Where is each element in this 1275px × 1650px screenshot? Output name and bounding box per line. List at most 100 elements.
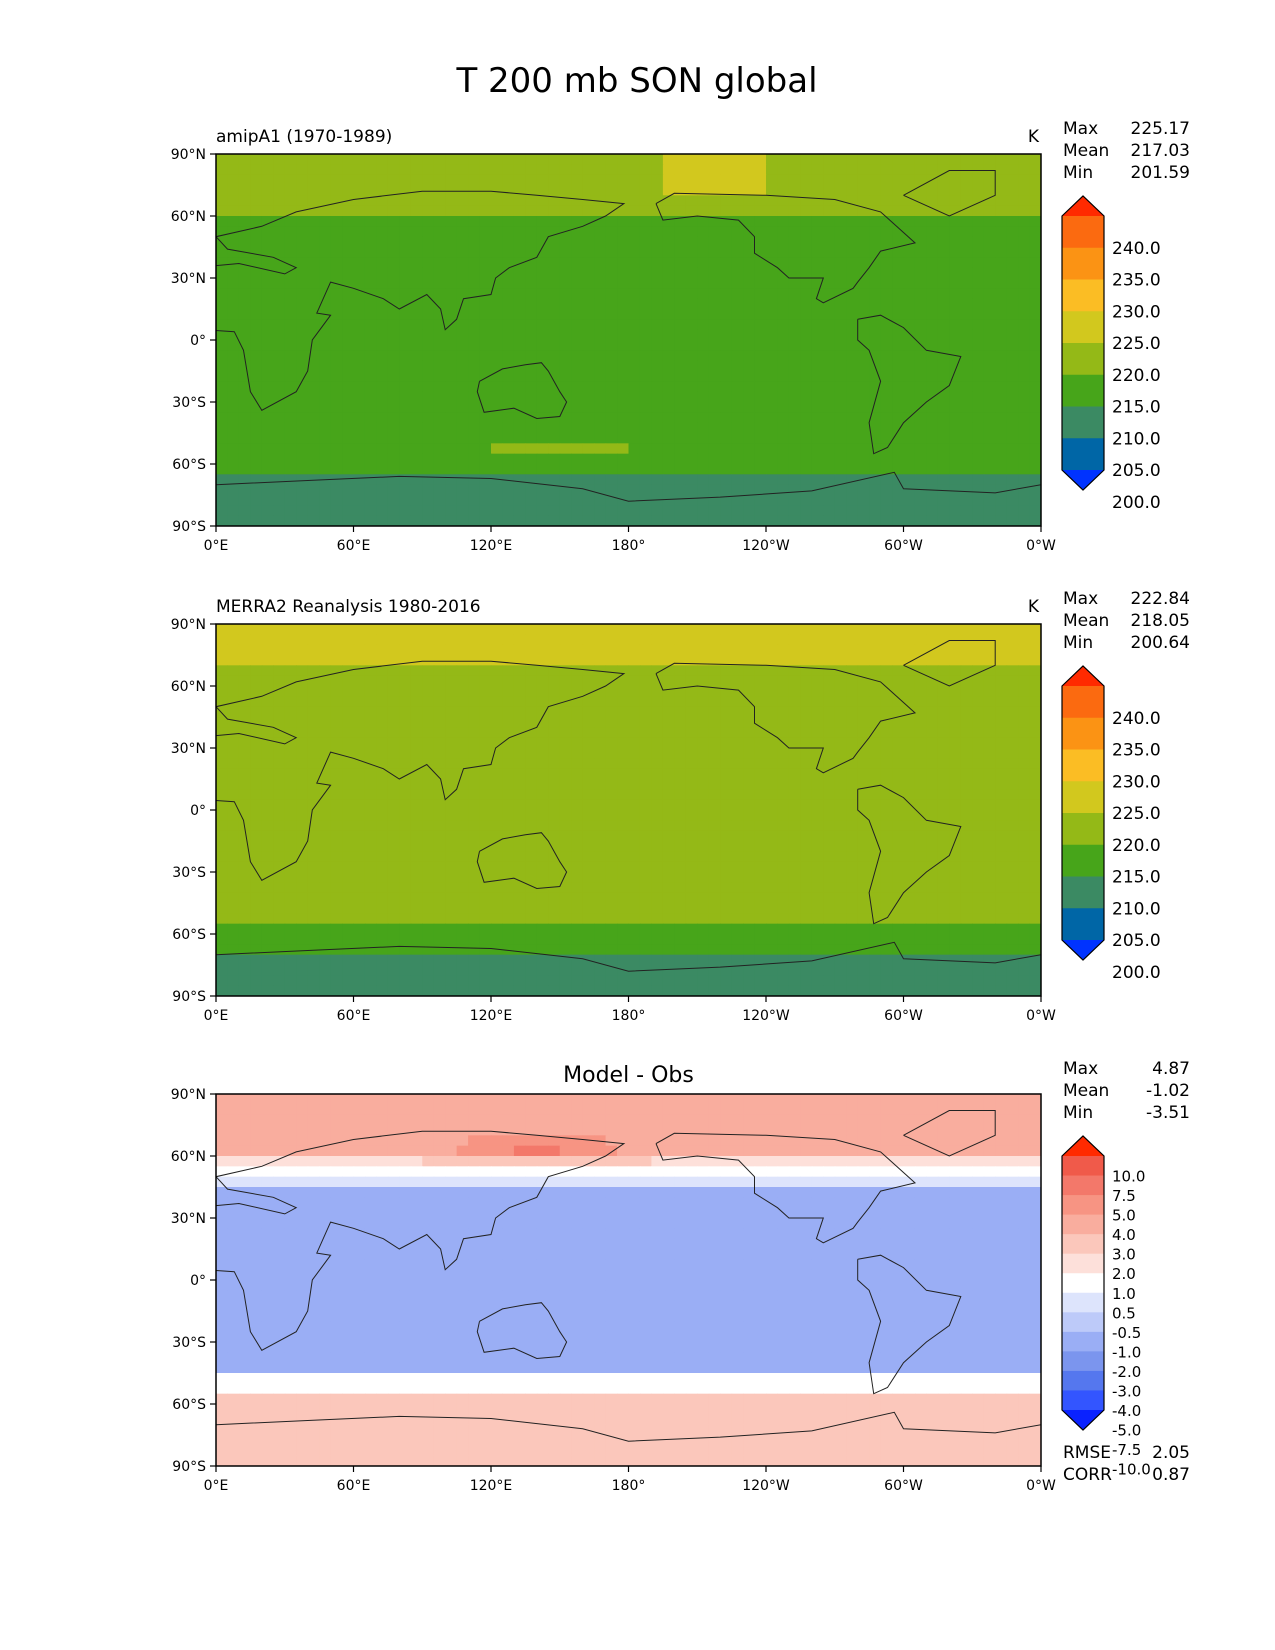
coastline [857,314,962,455]
field-cell [972,779,985,790]
field-cell [502,257,515,269]
field-cell [788,247,801,258]
field-cell [216,934,229,945]
field-cell [628,464,641,475]
field-cell [1029,737,1041,749]
field-cell [330,205,343,217]
field-cell [697,913,710,925]
field-cell [846,903,859,914]
field-cell [754,329,767,341]
colorbar: 240.0235.0230.0225.0220.0215.0210.0205.0… [1061,195,1161,513]
field-cell [800,381,813,393]
field-cell [364,340,378,351]
field-cell [319,298,332,310]
field-cell [617,371,630,382]
field-cell [605,174,618,186]
field-cell [960,484,973,496]
field-cell [937,768,950,780]
field-cell [342,841,355,852]
field-cell [617,515,630,526]
field-cell [960,391,973,403]
field-cell [1006,934,1019,945]
field-cell [376,768,389,780]
field-cell [548,789,561,801]
field-cell [869,686,882,697]
field-cell [857,288,870,300]
field-cell [823,360,836,372]
field-cell [662,696,675,708]
field-cell [800,903,813,914]
field-cell [445,174,458,186]
field-cell [960,686,973,697]
field-cell [399,298,412,310]
field-cell [697,830,710,842]
field-cell [823,696,836,708]
field-cell [685,903,698,914]
field-cell [869,696,882,708]
field-cell [445,267,458,279]
field-cell [479,402,492,413]
field-cell [307,298,320,310]
field-cell [456,402,469,413]
field-cell [456,758,469,770]
field-cell [571,288,584,300]
field-cell [766,696,779,708]
field-cell [708,820,721,832]
field-cell [513,820,526,832]
field-cell [926,247,939,258]
field-cell [823,433,836,444]
field-cell [319,257,332,269]
field-cell [674,464,687,475]
field-cell [720,706,733,718]
field-cell [559,402,572,413]
field-cell [697,624,710,635]
field-cell [720,768,733,780]
field-cell [766,923,779,935]
field-cell [238,903,251,914]
field-cell [468,381,481,393]
field-cell [468,954,481,966]
field-cell [273,216,286,227]
field-cell [559,391,572,403]
field-cell [387,464,400,475]
field-cell [937,309,950,320]
field-cell [364,696,378,708]
field-cell [766,665,779,677]
field-cell [307,391,320,403]
field-cell [639,216,653,227]
field-cell [456,810,469,821]
field-cell [571,954,584,966]
field-cell [651,515,664,526]
field-cell [307,495,320,506]
field-cell [238,841,251,852]
field-cell [754,360,767,372]
field-cell [685,810,698,821]
field-cell [284,319,297,331]
field-cell [399,737,412,749]
field-cell [502,624,515,635]
field-cell [605,861,618,873]
field-cell [433,634,446,646]
field-cell [662,665,675,677]
field-cell [582,216,595,227]
field-cell [445,360,458,372]
field-cell [892,727,905,739]
field-cell [307,861,320,873]
field-cell [399,236,412,248]
field-cell [834,412,847,424]
field-cell [342,360,355,372]
field-cell [823,422,836,434]
field-cell [216,381,229,393]
field-cell [766,495,779,506]
field-cell [513,789,526,801]
field-cell [731,195,744,207]
field-cell [468,195,481,207]
field-cell [960,422,973,434]
field-cell [307,350,320,362]
field-cell [559,644,572,656]
field-cell [594,505,607,517]
field-cell [605,515,618,526]
field-cell [468,391,481,403]
field-cell [708,830,721,842]
field-cell [261,216,274,227]
